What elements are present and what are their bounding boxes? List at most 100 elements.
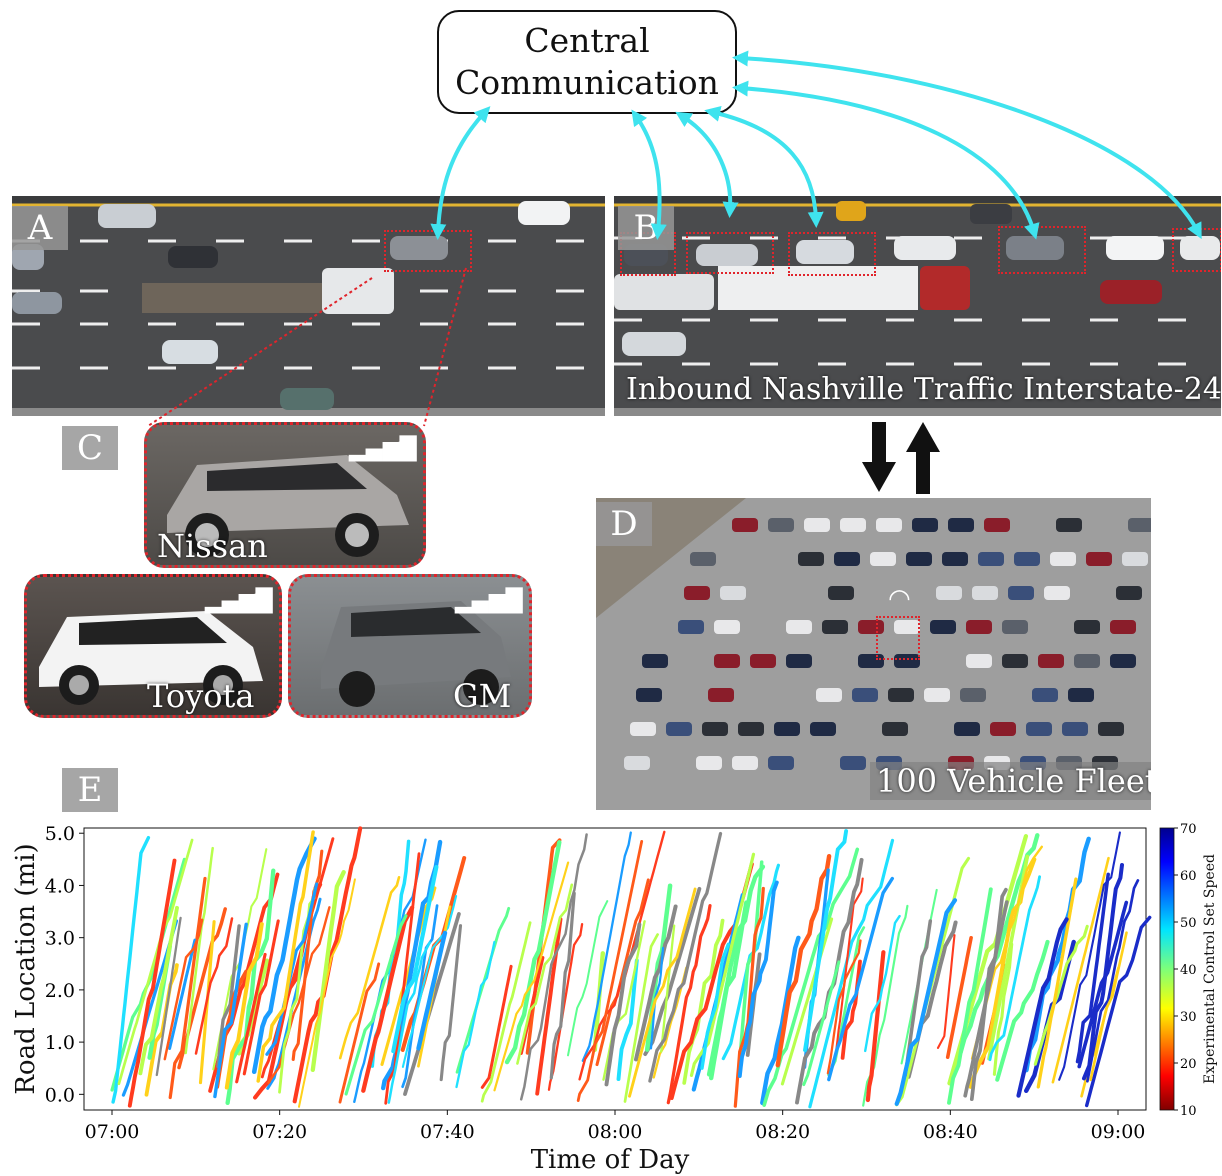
fleet-drawing [596, 498, 1151, 810]
parked-vehicle [786, 654, 812, 668]
nissan-card: ▂▄▆█ ◠ Nissan [144, 422, 426, 568]
vehicle-trajectory [947, 887, 993, 1105]
parked-vehicle [708, 688, 734, 702]
highway-caption: Inbound Nashville Traffic Interstate-24 [626, 372, 1221, 407]
speed-chart: 07:00 07:20 07:40 08:00 08:20 08:40 09:00 0.0 1.… [11, 822, 1218, 1175]
panel-label-d: D [596, 502, 652, 546]
parked-vehicle [1056, 518, 1082, 532]
vehicle-trajectory [504, 840, 562, 1065]
wifi-icon: ◠ [393, 435, 411, 459]
down-arrow-icon [862, 422, 896, 492]
fleet-photo: ◠ D 100 Vehicle Fleet [596, 498, 1151, 810]
up-arrow-icon [906, 422, 940, 494]
parked-vehicle [876, 518, 902, 532]
parked-vehicle [798, 552, 824, 566]
parked-vehicle [738, 722, 764, 736]
vehicle-trajectory [706, 864, 766, 1077]
nissan-car-drawing [167, 455, 409, 557]
vehicle-trajectory [864, 914, 901, 1053]
parked-vehicle [948, 518, 974, 532]
vehicle-trajectory [945, 936, 973, 1059]
vehicle-trajectory [865, 950, 886, 1103]
fleet-caption: 100 Vehicle Fleet [870, 762, 1151, 800]
parked-vehicle [714, 620, 740, 634]
parked-vehicle [840, 518, 866, 532]
parked-vehicle [834, 552, 860, 566]
vehicle-trajectory [995, 939, 1050, 1082]
y-tick-label: 0.0 [45, 1084, 75, 1106]
highlight-box-b2 [686, 232, 774, 274]
parked-vehicle [690, 552, 716, 566]
central-line2: Communication [455, 63, 719, 102]
vehicle-trajectory [480, 964, 513, 1089]
cellular-signal-icon: ▂▄▆█ [455, 589, 523, 614]
y-axis-label: Road Location (mi) [11, 843, 41, 1094]
gm-card: ▂▄▆█ ◠ GM [288, 574, 532, 718]
vehicle-trajectory [401, 904, 439, 1089]
parked-vehicle [1110, 620, 1136, 634]
parked-vehicle [1014, 552, 1040, 566]
vehicle-trajectory [380, 886, 437, 1066]
colorbar-tick-label: 40 [1180, 963, 1197, 978]
y-tick-label: 1.0 [45, 1032, 75, 1054]
wifi-icon: ◠ [888, 584, 911, 614]
vehicle-trajectory [1089, 931, 1128, 1082]
parked-vehicle [966, 654, 992, 668]
vehicle-trajectory [138, 905, 179, 1076]
up-down-arrows [862, 422, 940, 494]
parked-vehicle [642, 654, 668, 668]
vehicle-trajectory [616, 958, 639, 1082]
vehicle-trajectory [235, 952, 267, 1084]
vehicle-trajectory [291, 849, 324, 1061]
vehicle-trajectory [1051, 856, 1110, 1084]
parked-vehicle [972, 586, 998, 600]
parked-vehicle [882, 722, 908, 736]
vehicle-trajectory [1016, 917, 1069, 1098]
toyota-card: ▂▄▆█ ◠ Toyota [24, 574, 282, 718]
vehicle-trajectory [298, 878, 356, 1108]
vehicle-trajectory [1082, 863, 1124, 1081]
vehicle-trajectory [737, 880, 779, 1078]
vehicle-trajectory [265, 882, 319, 1056]
vehicle-trajectory [802, 960, 841, 1087]
vehicle-trajectory [835, 877, 864, 1050]
parked-vehicle [1074, 654, 1100, 668]
colorbar-tick-label: 60 [1180, 869, 1197, 884]
parked-vehicle [942, 552, 968, 566]
vehicle-trajectory [760, 935, 801, 1106]
parked-vehicle [816, 688, 842, 702]
vehicle-trajectory [643, 886, 702, 1056]
vehicle-trajectory [391, 865, 439, 1054]
wifi-icon: ◠ [249, 587, 267, 611]
vehicle-trajectory [1058, 831, 1121, 1081]
vehicle-trajectory [682, 918, 725, 1085]
x-tick-label: 07:20 [252, 1121, 307, 1143]
vehicle-trajectory [127, 858, 177, 1108]
cellular-signal-icon: ▂▄▆█ [349, 437, 417, 462]
parked-vehicle [906, 552, 932, 566]
vehicle-trajectory [416, 930, 448, 1051]
vehicle-trajectory [733, 886, 765, 1108]
vehicle-trajectory [1085, 915, 1152, 1108]
parked-vehicle [1074, 620, 1100, 634]
vehicle-trajectory [225, 868, 276, 1106]
parked-vehicle [990, 722, 1016, 736]
vehicle-trajectory [516, 883, 574, 1065]
colorbar-tick-label: 20 [1180, 1057, 1197, 1072]
vehicle-trajectory [1033, 924, 1089, 1066]
parked-vehicle [732, 518, 758, 532]
x-tick-label: 07:40 [420, 1121, 475, 1143]
vehicle-trajectory [623, 933, 659, 1103]
vehicle-trajectory [384, 852, 421, 1105]
vehicle-trajectory [194, 917, 234, 1055]
colorbar-tick-label: 70 [1180, 822, 1197, 837]
parked-vehicle [1002, 654, 1028, 668]
vehicle-trajectory [549, 891, 576, 1080]
vehicle-trajectory [251, 836, 317, 1075]
vehicle-trajectory [168, 876, 207, 1100]
vehicle-trajectory [338, 962, 381, 1104]
y-tick-label: 5.0 [45, 823, 75, 845]
vehicle-trajectory [1036, 877, 1078, 1089]
colorbar-label: Experimental Control Set Speed [1202, 854, 1218, 1084]
vehicle-trajectory [480, 921, 532, 1103]
